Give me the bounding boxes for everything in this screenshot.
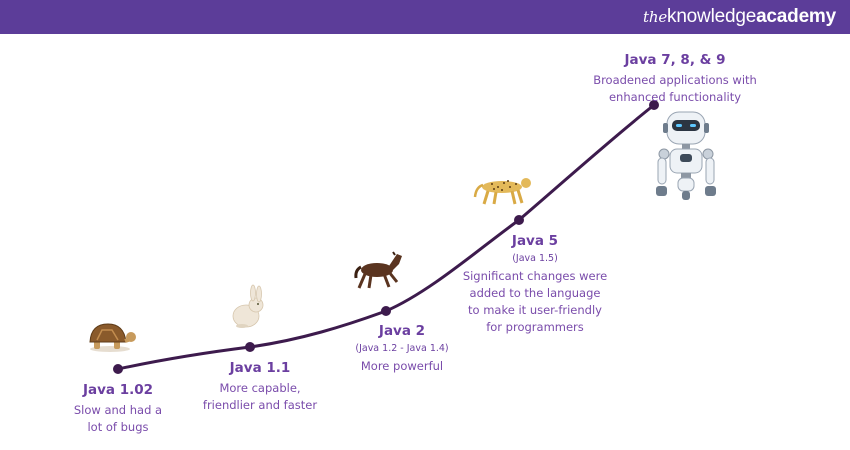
timeline-node-3 xyxy=(381,306,391,316)
stage-title: Java 7, 8, & 9 xyxy=(624,52,726,68)
stage-description: Significant changes were added to the la… xyxy=(462,269,608,334)
rabbit-icon xyxy=(232,284,264,328)
brand-logo: theknowledgeacademy xyxy=(643,6,836,27)
stage-subtitle: (Java 1.5) xyxy=(512,253,558,264)
stage-title: Java 2 xyxy=(378,323,426,339)
horse-icon xyxy=(354,251,402,289)
robot-icon xyxy=(656,111,716,200)
stage-description: Broadened applications with enhanced fun… xyxy=(593,73,757,104)
stage-java-1-1: Java 1.1 More capable, friendlier and fa… xyxy=(195,360,325,414)
stage-title: Java 1.02 xyxy=(82,382,154,398)
stage-subtitle: (Java 1.2 - Java 1.4) xyxy=(355,343,449,354)
stage-title: Java 5 xyxy=(511,233,559,249)
stage-java-7-8-9: Java 7, 8, & 9 Broadened applications wi… xyxy=(580,52,770,106)
stage-java-2: Java 2 (Java 1.2 - Java 1.4) More powerf… xyxy=(332,323,472,375)
timeline-node-5 xyxy=(649,100,659,110)
timeline-node-4 xyxy=(514,215,524,225)
stage-description: More powerful xyxy=(360,359,444,373)
timeline-line xyxy=(116,103,656,371)
tortoise-icon xyxy=(89,323,136,352)
stage-description: More capable, friendlier and faster xyxy=(202,381,318,412)
stage-description: Slow and had a lot of bugs xyxy=(73,403,163,434)
stage-java-1-02: Java 1.02 Slow and had a lot of bugs xyxy=(58,382,178,436)
header-bar: theknowledgeacademy xyxy=(0,0,850,34)
stage-java-5: Java 5 (Java 1.5) Significant changes we… xyxy=(450,233,620,336)
timeline-node-1 xyxy=(113,364,123,374)
timeline-node-2 xyxy=(245,342,255,352)
stage-title: Java 1.1 xyxy=(229,360,291,376)
cheetah-icon xyxy=(473,178,531,205)
